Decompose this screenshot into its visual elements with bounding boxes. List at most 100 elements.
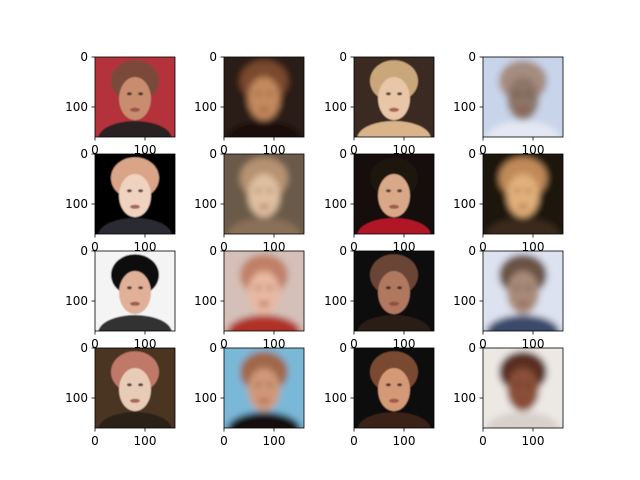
face-region bbox=[248, 77, 280, 121]
generated-face-image bbox=[483, 57, 563, 137]
x-tick-label: 0 bbox=[479, 434, 487, 448]
y-tick-label: 0 bbox=[339, 341, 347, 355]
axes-frame bbox=[482, 56, 564, 138]
y-tick-label: 100 bbox=[324, 100, 347, 114]
original-face-image bbox=[354, 251, 434, 331]
x-tick-label: 0 bbox=[350, 337, 358, 351]
x-tick-label: 100 bbox=[263, 143, 286, 157]
eye-right bbox=[397, 383, 403, 387]
eye-left bbox=[514, 383, 520, 387]
face-region bbox=[507, 174, 539, 218]
generated-face-image bbox=[224, 348, 304, 428]
shoulders-region bbox=[486, 315, 560, 331]
subplot-2-3: 0 100 0 100 bbox=[453, 244, 564, 351]
shoulders-region bbox=[98, 315, 172, 331]
eye-right bbox=[397, 189, 403, 193]
shoulders-region bbox=[486, 121, 560, 137]
x-tick-label: 0 bbox=[350, 434, 358, 448]
shoulders-region bbox=[227, 412, 301, 428]
subplot-3-2: 0 100 0 100 bbox=[324, 341, 435, 448]
y-tick-label: 100 bbox=[65, 294, 88, 308]
shoulders-region bbox=[357, 218, 431, 234]
y-tick-label: 100 bbox=[65, 100, 88, 114]
shoulders-region bbox=[357, 315, 431, 331]
y-tick-label: 100 bbox=[453, 391, 476, 405]
mouth bbox=[518, 301, 528, 306]
x-tick-label: 0 bbox=[350, 240, 358, 254]
eye-left bbox=[514, 92, 520, 96]
shoulders-region bbox=[357, 412, 431, 428]
generated-face-image bbox=[483, 348, 563, 428]
eye-left bbox=[255, 286, 261, 290]
y-tick-label: 100 bbox=[453, 294, 476, 308]
face-region bbox=[248, 368, 280, 412]
axes-frame bbox=[223, 250, 305, 332]
eye-right bbox=[526, 383, 532, 387]
x-tick-label: 0 bbox=[479, 337, 487, 351]
axes-frame bbox=[482, 250, 564, 332]
face-region bbox=[378, 271, 410, 315]
mouth bbox=[130, 107, 140, 112]
y-tick-label: 100 bbox=[453, 197, 476, 211]
axes-frame bbox=[223, 153, 305, 235]
x-tick-label: 0 bbox=[220, 337, 228, 351]
face-region bbox=[507, 271, 539, 315]
shoulders-region bbox=[227, 315, 301, 331]
eye-left bbox=[385, 189, 391, 193]
x-tick-label: 0 bbox=[220, 143, 228, 157]
subplot-0-0: 0 100 0 100 bbox=[65, 50, 176, 157]
face-region bbox=[119, 271, 151, 315]
original-face-image bbox=[95, 251, 175, 331]
eye-left bbox=[126, 383, 132, 387]
shoulders-region bbox=[486, 412, 560, 428]
original-face-image bbox=[354, 57, 434, 137]
shoulders-region bbox=[98, 218, 172, 234]
axes-frame bbox=[353, 56, 435, 138]
eye-left bbox=[255, 92, 261, 96]
mouth bbox=[518, 204, 528, 209]
axes-frame bbox=[94, 250, 176, 332]
mouth bbox=[259, 107, 269, 112]
shoulders-region bbox=[486, 218, 560, 234]
x-tick-label: 100 bbox=[522, 337, 545, 351]
y-tick-label: 0 bbox=[209, 244, 217, 258]
shoulders-region bbox=[357, 121, 431, 137]
generated-face-image bbox=[483, 251, 563, 331]
axes-frame bbox=[353, 153, 435, 235]
x-tick-label: 100 bbox=[393, 434, 416, 448]
x-tick-label: 0 bbox=[220, 240, 228, 254]
eye-left bbox=[126, 92, 132, 96]
x-tick-label: 100 bbox=[393, 143, 416, 157]
y-tick-label: 100 bbox=[194, 197, 217, 211]
original-face-image bbox=[354, 154, 434, 234]
subplot-1-3: 0 100 0 100 bbox=[453, 147, 564, 254]
subplot-0-2: 0 100 0 100 bbox=[324, 50, 435, 157]
y-tick-label: 0 bbox=[468, 50, 476, 64]
axes-frame bbox=[353, 250, 435, 332]
eye-left bbox=[255, 189, 261, 193]
subplot-1-2: 0 100 0 100 bbox=[324, 147, 435, 254]
y-tick-label: 0 bbox=[80, 244, 88, 258]
generated-face-image bbox=[224, 154, 304, 234]
y-tick-label: 0 bbox=[468, 341, 476, 355]
y-tick-label: 0 bbox=[209, 341, 217, 355]
shoulders-region bbox=[98, 412, 172, 428]
shoulders-region bbox=[98, 121, 172, 137]
x-tick-label: 100 bbox=[134, 143, 157, 157]
axes-frame bbox=[223, 56, 305, 138]
mouth bbox=[259, 204, 269, 209]
mouth bbox=[389, 301, 399, 306]
face-region bbox=[119, 368, 151, 412]
mouth bbox=[389, 398, 399, 403]
y-tick-label: 100 bbox=[65, 197, 88, 211]
axes-frame bbox=[94, 56, 176, 138]
subplot-2-1: 0 100 0 100 bbox=[194, 244, 305, 351]
y-tick-label: 100 bbox=[453, 100, 476, 114]
y-tick-label: 0 bbox=[339, 244, 347, 258]
axes-frame bbox=[223, 347, 305, 429]
y-tick-label: 100 bbox=[324, 294, 347, 308]
face-region bbox=[378, 77, 410, 121]
y-tick-label: 100 bbox=[194, 100, 217, 114]
subplot-3-3: 0 100 0 100 bbox=[453, 341, 564, 448]
